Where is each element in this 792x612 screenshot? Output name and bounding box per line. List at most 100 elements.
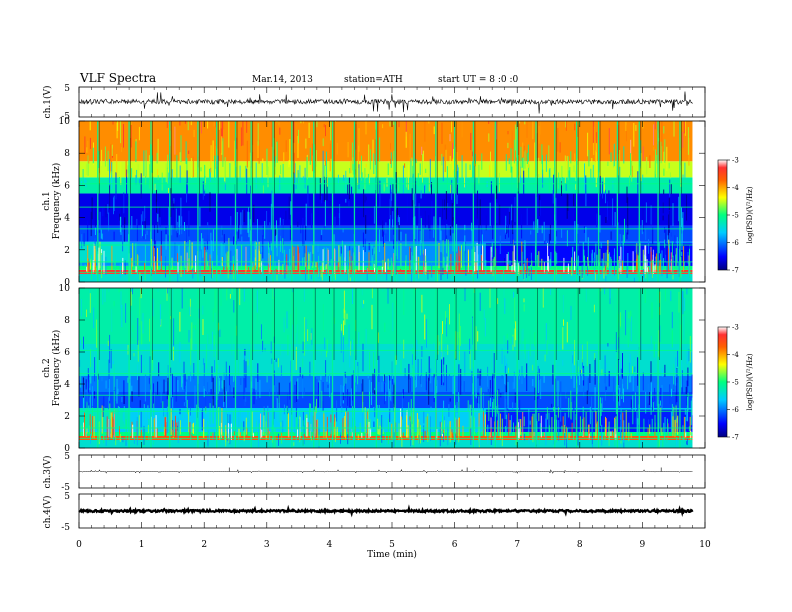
ch2-spectrogram-texture-streak [384, 374, 385, 382]
ch2-spectrogram-texture-streak [497, 390, 499, 414]
ch1-spectrogram-texture-streak [687, 127, 689, 155]
ch1-spectrogram-texture-streak [322, 138, 324, 147]
ch2-spectrogram-texture-streak [512, 402, 514, 409]
ch1-spectrogram-texture-streak [314, 144, 316, 173]
ch2-colorbar [717, 326, 728, 438]
ch2-spectrogram-texture-streak [194, 385, 196, 408]
ch2-spectrogram-texture-streak [243, 429, 245, 442]
ch1-spectrogram-texture-streak [573, 165, 575, 172]
ch1-spectrogram-texture-streak [111, 162, 113, 190]
ch1-spectrogram-texture-streak [142, 225, 143, 237]
ch2-spectrogram-texture-streak [278, 433, 279, 446]
ch2-spectrogram-texture-streak [137, 340, 139, 362]
ch1-spectrogram-texture-streak [472, 151, 473, 157]
ch2-spectrogram-texture-streak [180, 439, 182, 444]
ch1-spectrogram-texture-streak [143, 150, 145, 177]
ch1-spectrogram-texture-streak [144, 218, 146, 230]
ch2-spectrogram-texture-streak [627, 365, 629, 390]
ch2-spectrogram-texture-streak [140, 411, 142, 429]
ch1-spectrogram-texture-streak [207, 225, 208, 243]
ch1-spectrogram-texture-streak [457, 167, 459, 188]
ch1-spectrogram-texture-streak [498, 172, 500, 192]
ch1-spectrogram-texture-streak [471, 229, 473, 246]
ch2-spectrogram-texture-streak [477, 393, 479, 404]
ch1-spectrogram-texture-streak [526, 208, 528, 226]
ch1-spectrogram-texture-streak [144, 263, 146, 272]
ch1-spectrogram-texture-streak [406, 177, 407, 188]
ch1-spectrogram-texture-streak [386, 258, 388, 281]
ch2-spectrogram-texture-streak [550, 288, 552, 296]
ch2-spectrogram-texture-streak [101, 377, 103, 382]
ch1-spectrogram-texture-streak [445, 149, 447, 178]
ch2-spectrogram-texture-streak [354, 420, 356, 433]
ch2-spectrogram-texture-streak [186, 370, 188, 380]
ch1-spectrogram-texture-streak [510, 219, 512, 247]
ch2-spectrogram-texture-streak [303, 331, 305, 356]
ch1-spectrogram-texture-streak [452, 217, 454, 221]
ch1-spectrogram-texture-streak [491, 194, 493, 202]
ch1-spectrogram-texture-streak [519, 163, 521, 176]
ch1-spectrogram-texture-streak [583, 226, 585, 233]
ch2-spectrogram-texture-streak [229, 428, 231, 445]
ch2-spectrogram-texture-streak [310, 403, 311, 413]
ch2-spectrogram-texture-streak [305, 414, 307, 434]
ch2-spectrogram-texture-streak [381, 382, 383, 392]
ch1-spectrogram-texture-streak [464, 250, 466, 265]
ch2-spectrogram-texture-streak [433, 377, 435, 398]
ch2-spectrogram-texture-streak [632, 375, 634, 391]
ch1-spectrogram-texture-streak [215, 146, 217, 169]
ch1-spectrogram-texture-streak [637, 255, 639, 278]
ch1-spectrogram-texture-streak [189, 240, 191, 269]
ch1-spectrogram-texture-streak [471, 249, 473, 267]
ch1-spectrogram-texture-streak [245, 246, 247, 272]
ch2-spectrogram-texture-streak [417, 428, 418, 435]
ch2-spectrogram-texture-streak [673, 363, 675, 390]
ch1-spectrogram-texture-streak [316, 121, 318, 128]
ch2-spectrogram-texture-streak [426, 381, 428, 408]
ch2-spectrogram-texture-streak [401, 437, 403, 447]
ch2-spectrogram-texture-streak [296, 411, 298, 434]
ch1-spectrogram-texture-streak [646, 259, 648, 273]
ch2-spectrogram-texture-streak [686, 441, 688, 445]
ch1-spectrogram-texture-streak [340, 246, 342, 254]
ch2-spectrogram-texture-streak [258, 428, 260, 447]
ch2-spectrogram-texture-streak [388, 375, 390, 392]
ch1-spectrogram-texture-streak [359, 212, 361, 216]
ch1-spectrogram-texture-streak [234, 140, 236, 166]
ch2-spectrogram-texture-streak [256, 414, 258, 424]
ch1-spectrogram-texture-streak [445, 215, 447, 241]
ch2-spectrogram-texture-streak [303, 288, 305, 302]
ch2-spectrogram-texture-streak [207, 420, 209, 433]
ch1-spectrogram-texture-streak [262, 185, 264, 194]
ch1-spectrogram-texture-streak [521, 213, 523, 239]
ch1-spectrogram-texture-streak [274, 162, 276, 175]
ch1-spectrogram-texture-streak [142, 211, 144, 222]
ch1-spectrogram-texture-streak [84, 264, 86, 268]
ch1-spectrogram-texture-streak [545, 154, 547, 172]
ch2-spectrogram-texture-streak [446, 364, 447, 392]
ch2-spectrogram-texture-streak [628, 422, 630, 442]
ch2-spectrogram-texture-streak [660, 387, 662, 405]
ch1-spectrogram-texture-streak [653, 124, 654, 146]
ch2-spectrogram-texture-streak [443, 400, 445, 420]
ch2-spectrogram-texture-streak [218, 369, 220, 394]
ch1-spectrogram-texture-streak [656, 253, 658, 274]
ch1-spectrogram-texture-streak [678, 196, 680, 222]
ch1-spectrogram-texture-streak [556, 230, 558, 237]
ch2-spectrogram-texture-streak [218, 378, 220, 386]
ch1-spectrogram-texture-streak [387, 163, 389, 176]
ch1-spectrogram-texture-streak [180, 197, 182, 226]
ch1-spectrogram-texture-streak [131, 216, 133, 229]
ch2-spectrogram-texture-streak [608, 421, 610, 446]
ch2-spectrogram-texture-streak [132, 325, 134, 332]
ch1-spectrogram-texture-streak [677, 262, 679, 275]
ch1-spectrogram-texture-streak [398, 178, 400, 192]
ch1-spectrogram-texture-streak [157, 169, 159, 175]
ch1-spectrogram-texture-streak [298, 173, 300, 184]
ch2-spectrogram-texture-streak [577, 366, 579, 372]
ch2-spectrogram-texture-streak [487, 366, 489, 387]
ch1-spectrogram-texture-streak [423, 269, 424, 277]
ch1-spectrogram-texture-streak [393, 121, 395, 125]
ch1-spectrogram-texture-streak [411, 188, 413, 207]
ch2-spectrogram-texture-streak [147, 425, 149, 434]
